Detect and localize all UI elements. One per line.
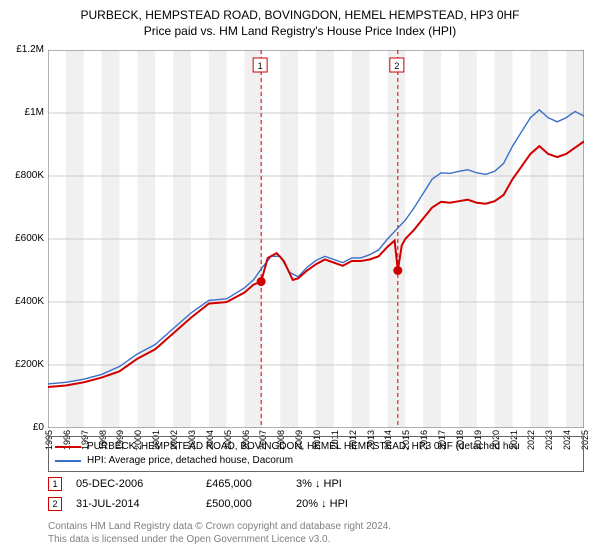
marker-num-1: 1	[52, 479, 57, 489]
y-tick-label: £600K	[4, 233, 44, 244]
y-tick-label: £1.2M	[4, 44, 44, 55]
chart-plot-area: 12	[48, 50, 584, 428]
svg-text:1: 1	[258, 61, 263, 71]
y-tick-label: £1M	[4, 107, 44, 118]
chart-legend: PURBECK, HEMPSTEAD ROAD, BOVINGDON, HEME…	[48, 436, 584, 472]
marker-date-2: 31-JUL-2014	[76, 498, 206, 510]
marker-row-1: 1 05-DEC-2006 £465,000 3% ↓ HPI	[48, 474, 376, 494]
legend-label-hpi: HPI: Average price, detached house, Daco…	[87, 454, 293, 468]
legend-row-purbeck: PURBECK, HEMPSTEAD ROAD, BOVINGDON, HEME…	[55, 440, 577, 454]
markers-table: 1 05-DEC-2006 £465,000 3% ↓ HPI 2 31-JUL…	[48, 474, 376, 514]
marker-price-2: £500,000	[206, 498, 296, 510]
y-tick-label: £0	[4, 422, 44, 433]
chart-title-line1: PURBECK, HEMPSTEAD ROAD, BOVINGDON, HEME…	[0, 0, 600, 22]
marker-price-1: £465,000	[206, 478, 296, 490]
y-tick-label: £400K	[4, 296, 44, 307]
marker-box-2: 2	[48, 497, 62, 511]
chart-container: PURBECK, HEMPSTEAD ROAD, BOVINGDON, HEME…	[0, 0, 600, 560]
legend-swatch-hpi	[55, 460, 81, 462]
footnote-line-2: This data is licensed under the Open Gov…	[48, 533, 391, 546]
line-chart-svg: 12	[48, 50, 584, 428]
marker-pct-2: 20% ↓ HPI	[296, 498, 376, 510]
y-tick-label: £800K	[4, 170, 44, 181]
legend-row-hpi: HPI: Average price, detached house, Daco…	[55, 454, 577, 468]
marker-num-2: 2	[52, 499, 57, 509]
chart-footnote: Contains HM Land Registry data © Crown c…	[48, 520, 391, 546]
marker-pct-1: 3% ↓ HPI	[296, 478, 376, 490]
marker-date-1: 05-DEC-2006	[76, 478, 206, 490]
footnote-line-1: Contains HM Land Registry data © Crown c…	[48, 520, 391, 533]
svg-text:2: 2	[394, 61, 399, 71]
legend-swatch-purbeck	[55, 446, 81, 448]
marker-box-1: 1	[48, 477, 62, 491]
y-tick-label: £200K	[4, 359, 44, 370]
marker-row-2: 2 31-JUL-2014 £500,000 20% ↓ HPI	[48, 494, 376, 514]
legend-label-purbeck: PURBECK, HEMPSTEAD ROAD, BOVINGDON, HEME…	[87, 440, 520, 454]
chart-title-line2: Price paid vs. HM Land Registry's House …	[0, 24, 600, 38]
